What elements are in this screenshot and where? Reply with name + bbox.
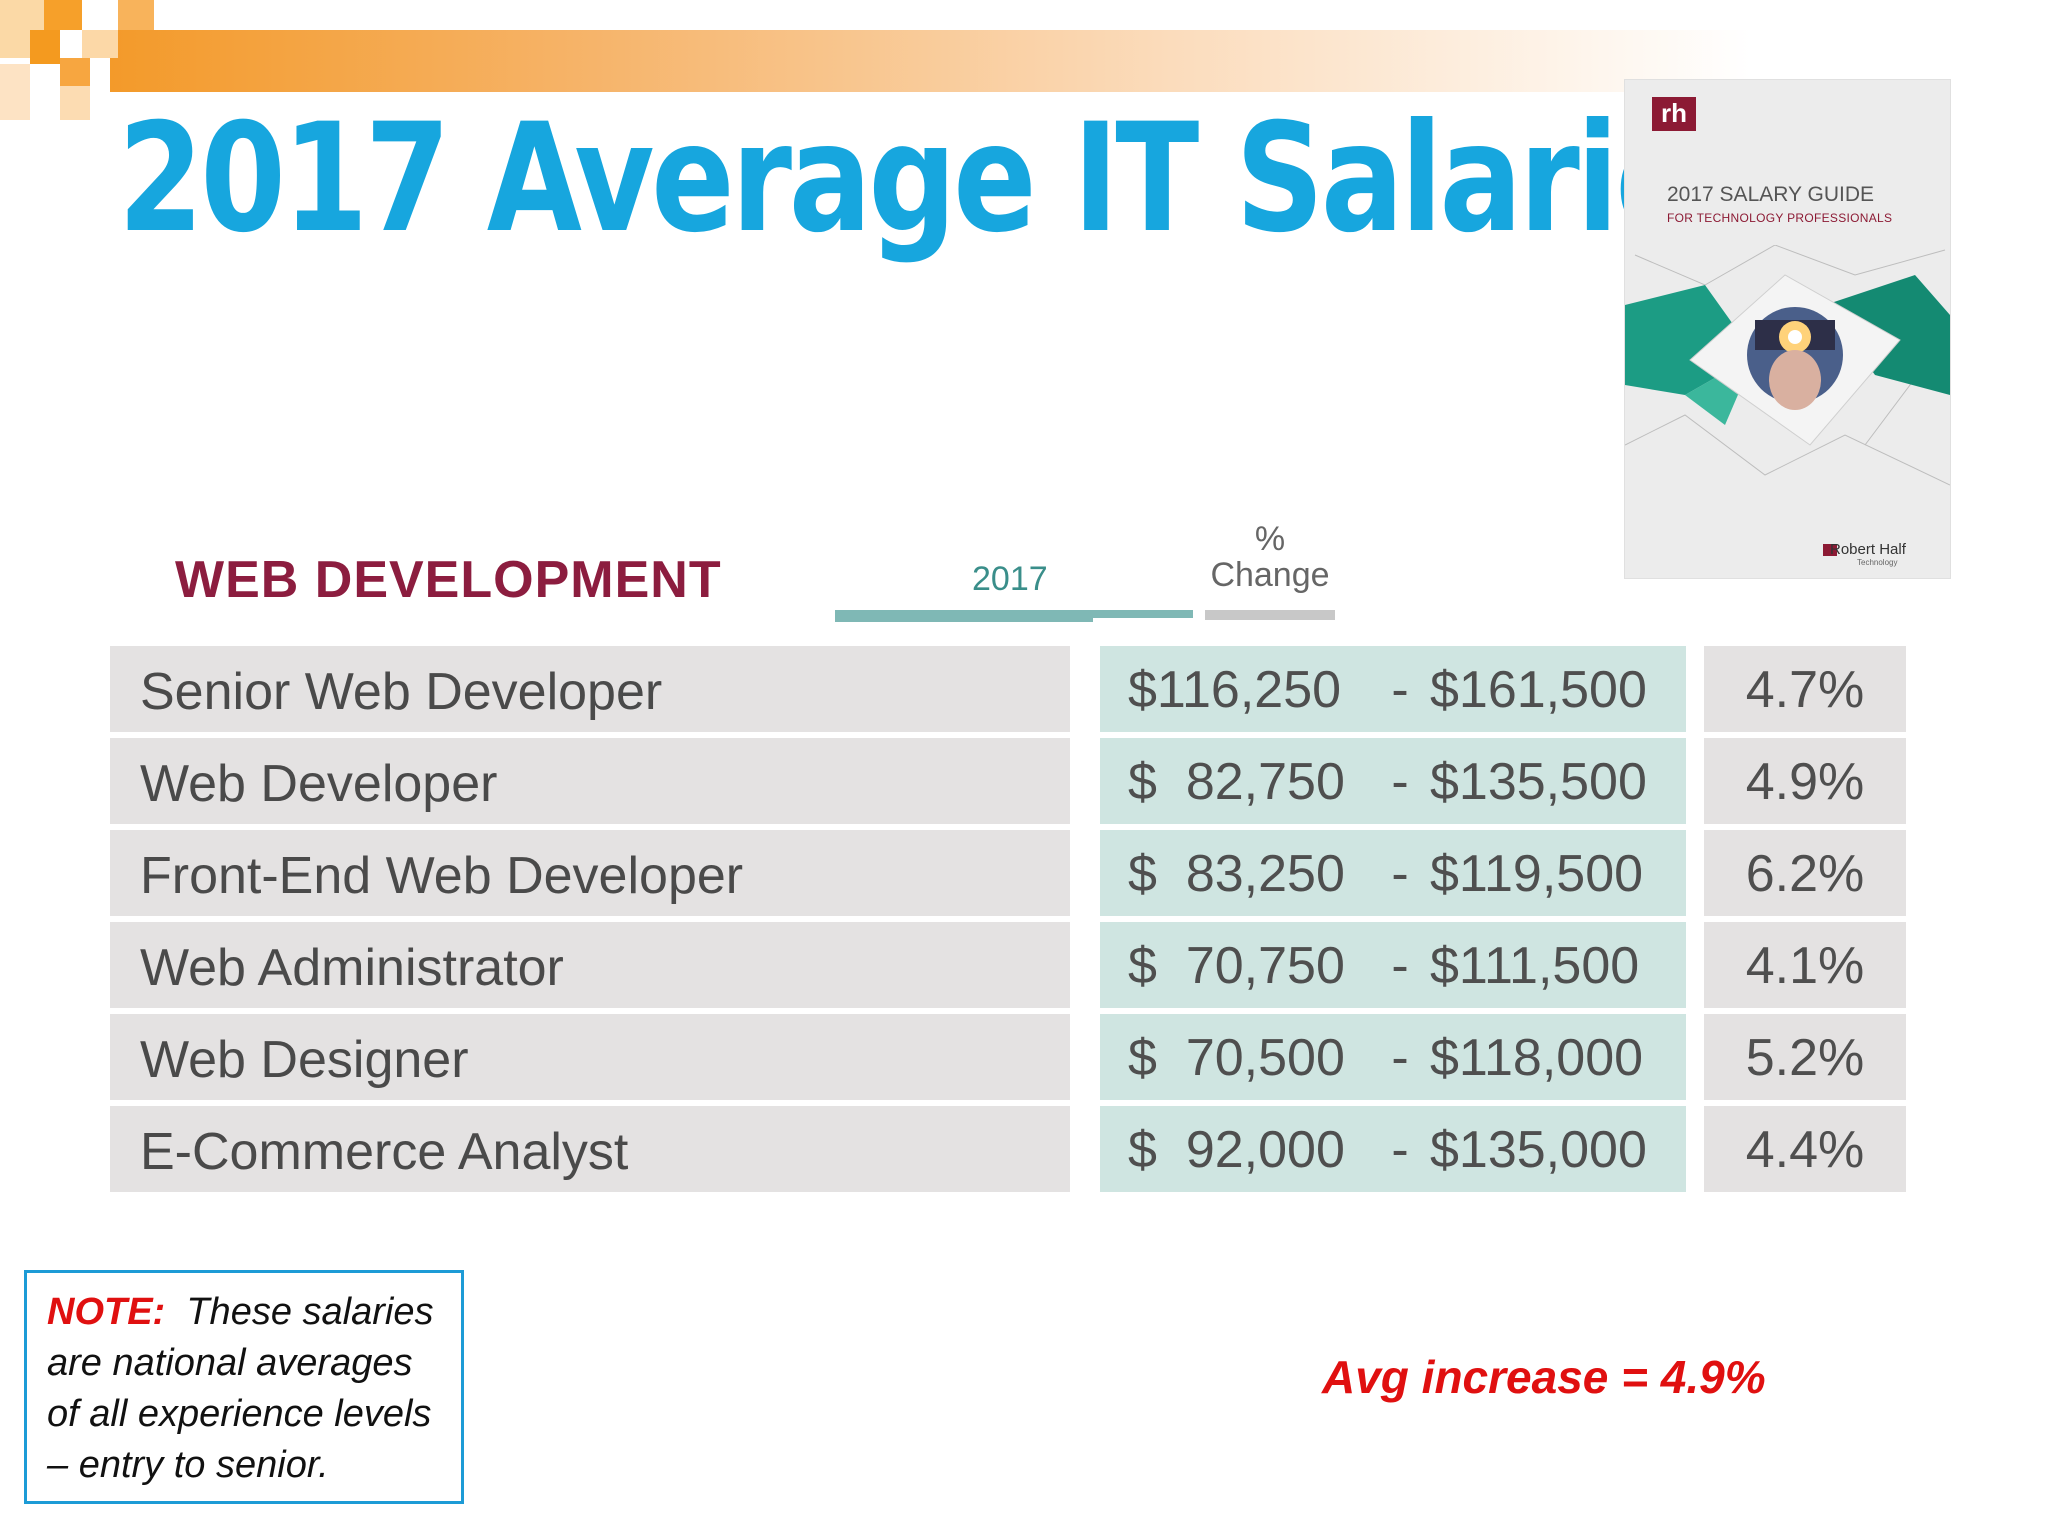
range-dash: - [1391,753,1409,811]
note-label: NOTE: [47,1291,166,1333]
table-row: Web Designer $ 70,500 - $118,000 5.2% [0,1014,2048,1100]
salary-range-cell: $ 92,000 - $135,000 [1100,1106,1686,1192]
cover-title: 2017 SALARY GUIDE [1667,183,1875,206]
column-header-change: % Change [1200,520,1340,594]
role-cell: E-Commerce Analyst [110,1106,1070,1192]
column-header-year: 2017 [972,560,1048,598]
salary-low: $ 82,750 [1128,753,1345,811]
role-cell: Web Designer [110,1014,1070,1100]
decor-square [44,0,82,30]
range-dash: - [1391,1121,1409,1179]
change-cell: 4.1% [1704,922,1906,1008]
decor-square [0,64,30,120]
year-underline [1093,610,1193,618]
table-row: Front-End Web Developer $ 83,250 - $119,… [0,830,2048,916]
range-dash: - [1391,661,1409,719]
change-underline [1205,610,1335,620]
slide-title: 2017 Average IT Salaries [118,92,1769,266]
salary-low: $116,250 [1128,661,1342,719]
salary-high: $111,500 [1430,937,1640,995]
cover-subtitle: FOR TECHNOLOGY PROFESSIONALS [1667,211,1893,225]
salary-high: $119,500 [1430,845,1644,903]
role-cell: Web Administrator [110,922,1070,1008]
cover-artwork [1625,245,1950,486]
range-dash: - [1391,937,1409,995]
salary-guide-cover-image: rh 2017 SALARY GUIDE FOR TECHNOLOGY PROF… [1625,80,1950,578]
decor-square [60,58,90,86]
range-dash: - [1391,1029,1409,1087]
role-cell: Front-End Web Developer [110,830,1070,916]
range-dash: - [1391,845,1409,903]
table-row: Senior Web Developer $116,250 - $161,500… [0,646,2048,732]
decor-square [82,30,118,58]
salary-low: $ 83,250 [1128,845,1345,903]
cover-brand: Robert Half [1830,541,1906,558]
change-cell: 4.9% [1704,738,1906,824]
change-cell: 4.7% [1704,646,1906,732]
salary-range-cell: $116,250 - $161,500 [1100,646,1686,732]
salary-high: $135,500 [1430,753,1647,811]
change-cell: 6.2% [1704,830,1906,916]
column-header-change-line2: Change [1210,555,1330,594]
note-box: NOTE: These salaries are national averag… [24,1270,464,1504]
salary-low: $ 70,500 [1128,1029,1345,1087]
decor-square [60,86,90,120]
column-header-change-line1: % [1254,520,1286,558]
year-underline [835,610,1093,622]
salary-high: $135,000 [1430,1121,1647,1179]
average-increase: Avg increase = 4.9% [1322,1351,1766,1403]
salary-range-cell: $ 70,500 - $118,000 [1100,1014,1686,1100]
table-row: E-Commerce Analyst $ 92,000 - $135,000 4… [0,1106,2048,1192]
cover-brand-sub: Technology [1857,558,1898,567]
salary-range-cell: $ 83,250 - $119,500 [1100,830,1686,916]
change-cell: 5.2% [1704,1014,1906,1100]
rh-logo: rh [1652,97,1696,131]
section-title: WEB DEVELOPMENT [175,551,722,609]
salary-high: $118,000 [1430,1029,1644,1087]
salary-high: $161,500 [1430,661,1647,719]
table-row: Web Administrator $ 70,750 - $111,500 4.… [0,922,2048,1008]
salary-low: $ 70,750 [1128,937,1345,995]
role-cell: Senior Web Developer [110,646,1070,732]
change-cell: 4.4% [1704,1106,1906,1192]
robert-half-mark [1823,544,1837,556]
salary-range-cell: $ 70,750 - $111,500 [1100,922,1686,1008]
salary-low: $ 92,000 [1128,1121,1345,1179]
note-text: These salaries are national averages of … [47,1291,434,1486]
salary-range-cell: $ 82,750 - $135,500 [1100,738,1686,824]
decor-square [30,30,60,64]
role-cell: Web Developer [110,738,1070,824]
decor-square [118,0,154,30]
table-row: Web Developer $ 82,750 - $135,500 4.9% [0,738,2048,824]
